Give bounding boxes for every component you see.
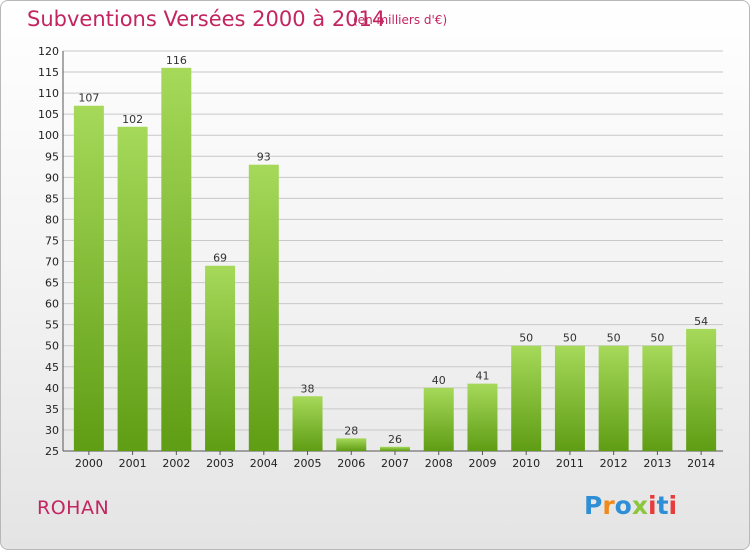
logo-letter: o xyxy=(614,491,632,520)
x-tick-label: 2004 xyxy=(250,457,278,470)
logo-letter: i xyxy=(648,491,657,520)
bar xyxy=(161,67,192,451)
x-tick-label: 2013 xyxy=(643,457,671,470)
y-tick-label: 110 xyxy=(38,87,59,100)
bar xyxy=(292,396,323,451)
y-tick-label: 30 xyxy=(45,424,59,437)
bar xyxy=(73,105,104,451)
data-label: 41 xyxy=(475,370,489,383)
commune-name: ROHAN xyxy=(37,497,110,519)
bar xyxy=(467,383,498,451)
chart-title: Subventions Versées 2000 à 2014 xyxy=(27,7,386,31)
data-label: 102 xyxy=(122,113,143,126)
data-label: 28 xyxy=(344,424,358,437)
y-tick-label: 35 xyxy=(45,403,59,416)
x-tick-label: 2008 xyxy=(425,457,453,470)
bar xyxy=(248,164,279,451)
bar xyxy=(380,446,410,451)
x-tick-label: 2014 xyxy=(687,457,715,470)
bar xyxy=(117,126,148,451)
x-tick-label: 2007 xyxy=(381,457,409,470)
bar xyxy=(598,345,629,451)
logo-letter: P xyxy=(584,491,603,520)
y-tick-label: 75 xyxy=(45,234,59,247)
data-label: 50 xyxy=(563,332,577,345)
x-tick-label: 2000 xyxy=(75,457,103,470)
data-label: 116 xyxy=(166,54,187,67)
x-tick-label: 2002 xyxy=(162,457,190,470)
x-tick-label: 2009 xyxy=(468,457,496,470)
bar xyxy=(511,345,542,451)
logo-letter: i xyxy=(668,491,678,520)
bar xyxy=(554,345,585,451)
data-label: 54 xyxy=(694,315,708,328)
logo-letter: x xyxy=(631,491,648,520)
bars xyxy=(73,67,717,451)
y-tick-label: 90 xyxy=(45,171,59,184)
x-tick-label: 2010 xyxy=(512,457,540,470)
data-label: 38 xyxy=(301,382,315,395)
bar xyxy=(686,328,717,451)
y-tick-label: 95 xyxy=(45,150,59,163)
y-tick-label: 115 xyxy=(38,66,59,79)
y-tick-label: 50 xyxy=(45,340,59,353)
x-tick-label: 2003 xyxy=(206,457,234,470)
x-tick-label: 2005 xyxy=(294,457,322,470)
data-label: 69 xyxy=(213,252,227,265)
proxiti-logo[interactable]: Proxiti xyxy=(584,491,677,520)
y-tick-label: 85 xyxy=(45,192,59,205)
bar xyxy=(642,345,673,451)
y-tick-label: 65 xyxy=(45,277,59,290)
y-tick-label: 25 xyxy=(45,445,59,458)
bar xyxy=(423,387,454,451)
y-tick-label: 45 xyxy=(45,361,59,374)
data-label: 26 xyxy=(388,433,402,446)
logo-letter: r xyxy=(602,491,615,520)
x-tick-label: 2001 xyxy=(119,457,147,470)
x-tick-label: 2006 xyxy=(337,457,365,470)
bar xyxy=(205,265,236,451)
y-tick-label: 70 xyxy=(45,256,59,269)
y-tick-label: 100 xyxy=(38,129,59,142)
data-label: 50 xyxy=(650,332,664,345)
y-tick-label: 40 xyxy=(45,382,59,395)
y-tick-label: 60 xyxy=(45,298,59,311)
x-tick-label: 2011 xyxy=(556,457,584,470)
y-tick-label: 120 xyxy=(38,45,59,58)
logo-letter: t xyxy=(656,491,669,520)
data-label: 107 xyxy=(78,92,99,105)
data-label: 50 xyxy=(519,332,533,345)
labels: 107 2000 102 2001 116 2002 69 2003 93 2004 38 2005 2… xyxy=(75,54,715,470)
data-label: 50 xyxy=(607,332,621,345)
unit-label: (en milliers d'€) xyxy=(353,13,448,27)
data-label: 40 xyxy=(432,374,446,387)
y-tick-label: 55 xyxy=(45,319,59,332)
bar xyxy=(336,438,367,451)
x-tick-label: 2012 xyxy=(600,457,628,470)
y-tick-label: 105 xyxy=(38,108,59,121)
data-label: 93 xyxy=(257,151,271,164)
y-tick-label: 80 xyxy=(45,213,59,226)
